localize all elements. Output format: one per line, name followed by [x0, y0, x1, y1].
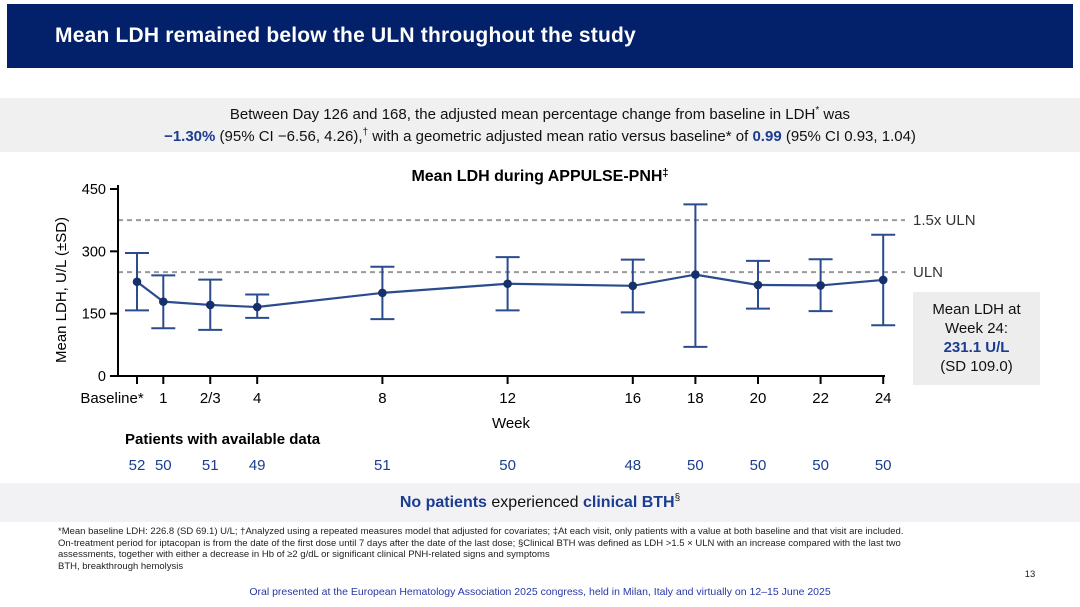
- summary-line1-end: was: [819, 106, 851, 123]
- patients-count: 50: [875, 457, 892, 474]
- data-point: [159, 297, 168, 306]
- patients-row-label: Patients with available data: [125, 431, 321, 448]
- data-point: [628, 281, 638, 291]
- x-tick-label: 24: [875, 390, 892, 407]
- summary-line-1: Between Day 126 and 168, the adjusted me…: [0, 104, 1080, 126]
- data-point: [691, 270, 700, 279]
- bth-statement-band: No patients experienced clinical BTH§: [0, 483, 1080, 522]
- x-tick-label: 8: [378, 390, 386, 407]
- data-point: [878, 275, 888, 285]
- x-tick-label: 12: [499, 390, 516, 407]
- y-tick-label: 0: [98, 369, 106, 385]
- footnotes: *Mean baseline LDH: 226.8 (SD 69.1) U/L;…: [58, 526, 1008, 572]
- patients-count: 52: [129, 457, 146, 474]
- bth-experienced: experienced: [486, 494, 584, 511]
- footnote-abbreviation: BTH, breakthrough hemolysis: [58, 560, 184, 572]
- x-tick-label: 1: [159, 390, 167, 407]
- summary-line1-sup: *: [815, 105, 820, 116]
- x-tick-label: 2/3: [200, 390, 221, 407]
- congress-footer: Oral presented at the European Hematolog…: [249, 586, 831, 598]
- chart-title: Mean LDH during APPULSE-PNH‡: [411, 167, 668, 185]
- week24-line1: Mean LDH at: [932, 301, 1021, 318]
- x-axis-title: Week: [492, 415, 531, 432]
- slide-header: Mean LDH remained below the ULN througho…: [7, 4, 1073, 68]
- week24-value: 231.1 U/L: [943, 339, 1010, 356]
- x-tick-label: 22: [812, 390, 829, 407]
- week24-sd: (SD 109.0): [940, 358, 1013, 375]
- footnote-line-1: *Mean baseline LDH: 226.8 (SD 69.1) U/L;…: [58, 526, 904, 537]
- bth-sup: §: [674, 492, 681, 504]
- reference-label-15x-uln: 1.5x ULN: [913, 212, 976, 229]
- patients-count: 50: [499, 457, 516, 474]
- data-point: [132, 277, 142, 287]
- data-point: [753, 280, 763, 290]
- patients-count: 50: [155, 457, 172, 474]
- summary-ratio: 0.99: [752, 128, 782, 145]
- data-point: [205, 300, 215, 310]
- slide-title: Mean LDH remained below the ULN througho…: [55, 24, 636, 47]
- summary-line1-text: Between Day 126 and 168, the adjusted me…: [229, 106, 816, 123]
- y-axis-title: Mean LDH, U/L (±SD): [53, 217, 70, 363]
- reference-label-uln: ULN: [913, 264, 943, 281]
- patients-count: 51: [374, 457, 391, 474]
- data-point: [378, 288, 387, 298]
- patients-count: 50: [750, 457, 767, 474]
- summary-band: Between Day 126 and 168, the adjusted me…: [0, 98, 1080, 152]
- data-point: [252, 302, 262, 312]
- patients-count: 51: [202, 457, 219, 474]
- footnote-line-2: On-treatment period for iptacopan is fro…: [58, 537, 901, 549]
- patients-count: 50: [812, 457, 829, 474]
- y-tick-label: 300: [82, 244, 106, 260]
- footnote-line-3: assessments, together with either a decr…: [58, 549, 550, 560]
- summary-ci1: (95% CI −6.56, 4.26),: [215, 128, 363, 145]
- x-tick-label: 20: [750, 390, 767, 407]
- week24-line2: Week 24:: [944, 320, 1009, 337]
- y-tick-label: 150: [82, 307, 106, 323]
- patients-count: 48: [624, 457, 641, 474]
- summary-line2-sup: †: [362, 127, 369, 138]
- y-tick-label: 450: [82, 182, 106, 198]
- x-tick-label: Baseline*: [80, 390, 144, 407]
- data-point: [503, 279, 512, 289]
- mean-ldh-line: [136, 273, 884, 309]
- summary-ci2: (95% CI 0.93, 1.04): [781, 128, 916, 145]
- patients-count: 49: [249, 457, 266, 474]
- x-tick-label: 18: [687, 390, 704, 407]
- x-tick-label: 16: [624, 390, 641, 407]
- bth-no-patients: No patients: [399, 494, 487, 511]
- summary-pct-change: −1.30%: [164, 128, 216, 145]
- summary-line2-mid: with a geometric adjusted mean ratio ver…: [368, 128, 753, 145]
- page-number: 13: [1024, 569, 1036, 580]
- summary-line-2: −1.30% (95% CI −6.56, 4.26),† with a geo…: [0, 126, 1080, 148]
- data-point: [816, 281, 825, 290]
- patients-count: 50: [687, 457, 704, 474]
- bth-clinical-bth: clinical BTH: [583, 494, 675, 511]
- x-tick-label: 4: [253, 390, 261, 407]
- week24-callout-box: Mean LDH at Week 24: 231.1 U/L (SD 109.0…: [913, 292, 1040, 385]
